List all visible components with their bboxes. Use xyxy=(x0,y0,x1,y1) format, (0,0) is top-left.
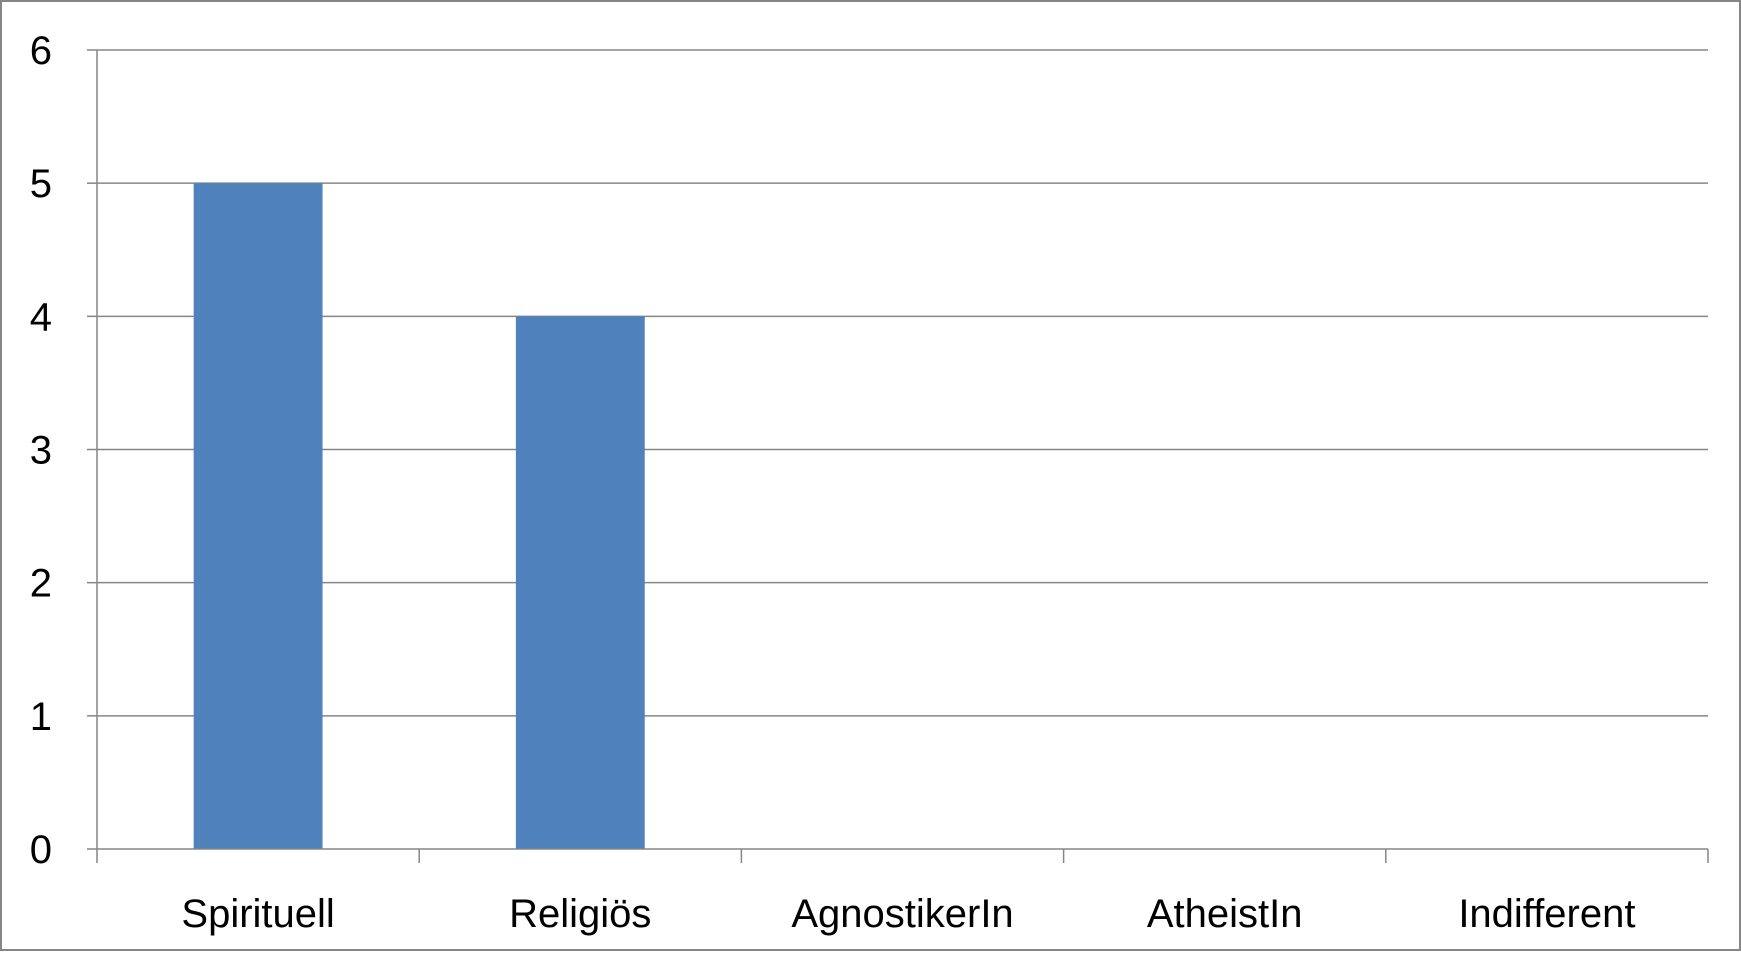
y-tick-label: 2 xyxy=(30,562,52,606)
bars xyxy=(194,183,645,849)
y-tick-label: 4 xyxy=(30,295,52,339)
axes xyxy=(87,50,1708,863)
x-category-label: Religiös xyxy=(509,892,651,936)
x-category-label: AtheistIn xyxy=(1147,892,1303,936)
y-tick-label: 3 xyxy=(30,429,52,473)
x-category-labels: Spirituell Religiös AgnostikerIn AtheistIn I… xyxy=(181,892,1635,936)
x-category-label: Spirituell xyxy=(181,892,334,936)
x-category-label: Indifferent xyxy=(1458,892,1635,936)
y-tick-label: 1 xyxy=(30,695,52,739)
bar xyxy=(516,316,645,849)
y-tick-label: 6 xyxy=(30,29,52,73)
bar xyxy=(194,183,323,849)
y-tick-labels: 0 1 2 3 4 5 6 xyxy=(30,29,52,872)
gridlines xyxy=(97,50,1708,716)
x-category-label: AgnostikerIn xyxy=(791,892,1013,936)
y-tick-label: 5 xyxy=(30,162,52,206)
y-tick-label: 0 xyxy=(30,828,52,872)
